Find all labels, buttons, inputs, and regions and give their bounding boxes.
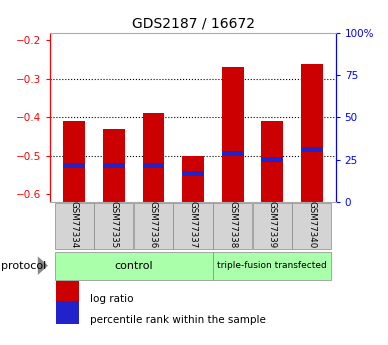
Text: GSM77337: GSM77337 [189,201,197,249]
Text: GSM77335: GSM77335 [109,201,118,249]
FancyBboxPatch shape [55,252,213,279]
FancyBboxPatch shape [173,203,213,249]
Bar [262,121,283,202]
Bar [63,163,85,168]
Text: GSM77339: GSM77339 [268,201,277,248]
Text: GSM77336: GSM77336 [149,201,158,249]
Text: triple-fusion transfected: triple-fusion transfected [217,261,327,270]
Bar [142,163,164,168]
Bar [103,163,125,168]
Bar [222,67,244,202]
Text: percentile rank within the sample: percentile rank within the sample [90,315,266,325]
FancyBboxPatch shape [94,203,133,249]
Text: GSM77334: GSM77334 [70,201,79,249]
Bar [103,129,125,202]
Bar [56,301,79,324]
Bar [182,170,204,176]
Bar [262,157,283,162]
FancyBboxPatch shape [292,203,331,249]
FancyBboxPatch shape [134,203,173,249]
Text: protocol: protocol [1,261,47,270]
Bar [301,63,323,202]
Text: control: control [114,261,153,270]
FancyBboxPatch shape [213,252,331,279]
FancyBboxPatch shape [213,203,252,249]
Bar [222,151,244,156]
FancyBboxPatch shape [55,203,94,249]
Bar [142,114,164,202]
Text: log ratio: log ratio [90,294,134,304]
FancyBboxPatch shape [253,203,292,249]
Bar [301,147,323,152]
Polygon shape [38,256,48,275]
Text: GSM77338: GSM77338 [228,201,237,249]
Text: GSM77340: GSM77340 [307,201,316,249]
Bar [63,121,85,202]
Title: GDS2187 / 16672: GDS2187 / 16672 [132,16,255,30]
Bar [56,280,79,303]
Bar [182,156,204,202]
